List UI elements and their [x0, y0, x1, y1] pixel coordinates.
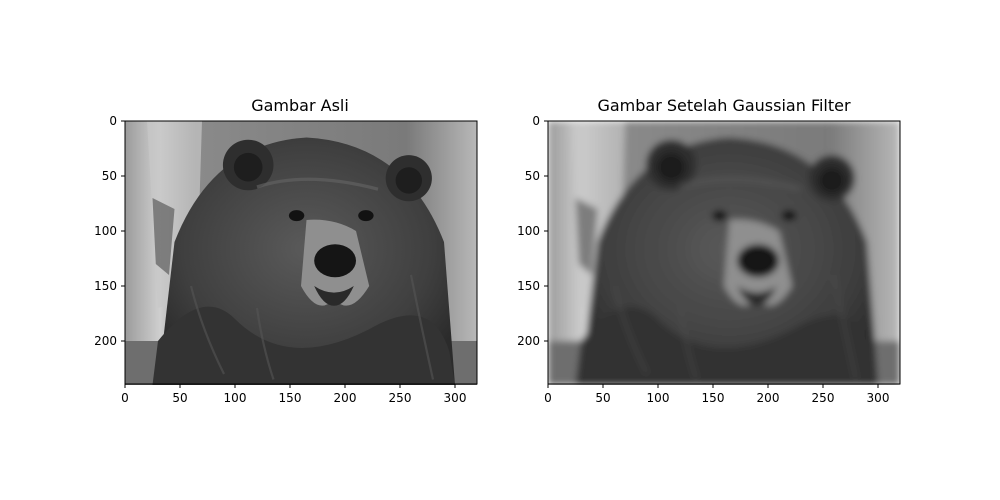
- y-tick-label: 0: [109, 114, 117, 128]
- axes-frame: [547, 120, 901, 385]
- x-tick-label: 100: [224, 391, 247, 405]
- panel-title: Gambar Asli: [251, 96, 349, 115]
- x-tick-label: 150: [702, 391, 725, 405]
- x-tick-label: 0: [121, 391, 129, 405]
- x-tick-label: 250: [389, 391, 412, 405]
- x-tick-label: 150: [279, 391, 302, 405]
- panel-original: Gambar Asli 0 50 100 150 200 250 300 0 50 100 150…: [94, 96, 478, 405]
- x-tick-label: 0: [544, 391, 552, 405]
- x-tick-label: 50: [172, 391, 187, 405]
- x-tick-label: 300: [867, 391, 890, 405]
- y-tick-label: 50: [525, 169, 540, 183]
- y-axis: 0 50 100 150 200: [517, 114, 548, 348]
- y-tick-label: 50: [102, 169, 117, 183]
- y-tick-label: 100: [94, 224, 117, 238]
- y-tick-label: 200: [94, 334, 117, 348]
- y-tick-label: 150: [517, 279, 540, 293]
- y-tick-label: 150: [94, 279, 117, 293]
- x-axis: 0 50 100 150 200 250 300: [121, 384, 466, 405]
- y-axis: 0 50 100 150 200: [94, 114, 125, 348]
- image-gaussian: [548, 121, 901, 386]
- image-original: [125, 121, 478, 386]
- x-tick-label: 50: [595, 391, 610, 405]
- axes-frame: [124, 120, 478, 385]
- panel-gaussian: Gambar Setelah Gaussian Filter 0 50 100 150…: [517, 96, 901, 405]
- y-tick-label: 100: [517, 224, 540, 238]
- y-tick-label: 200: [517, 334, 540, 348]
- x-axis: 0 50 100 150 200 250 300: [544, 384, 889, 405]
- panel-title: Gambar Setelah Gaussian Filter: [597, 96, 851, 115]
- x-tick-label: 100: [647, 391, 670, 405]
- x-tick-label: 200: [334, 391, 357, 405]
- x-tick-label: 300: [444, 391, 467, 405]
- x-tick-label: 250: [812, 391, 835, 405]
- x-tick-label: 200: [757, 391, 780, 405]
- y-tick-label: 0: [532, 114, 540, 128]
